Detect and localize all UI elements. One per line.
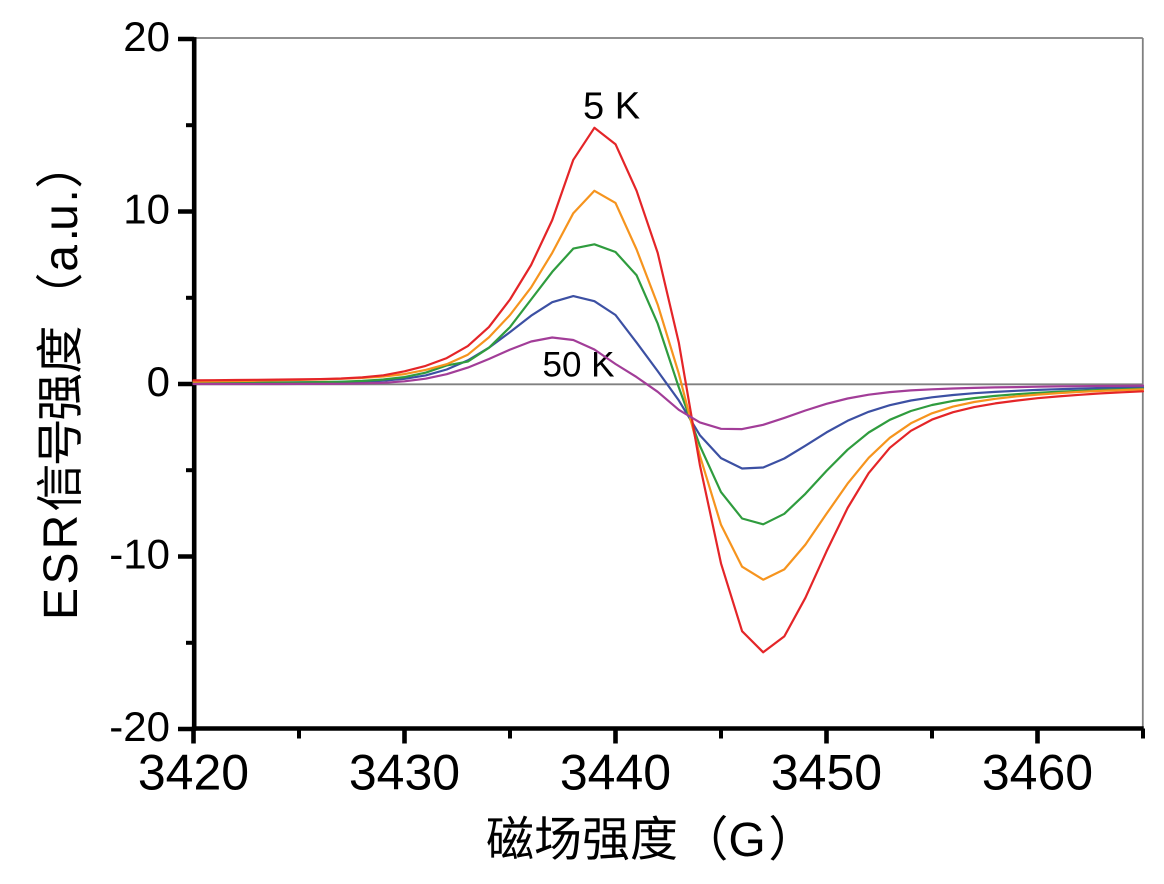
svg-text:G: G xyxy=(728,814,765,867)
svg-text:10: 10 xyxy=(123,186,170,233)
svg-text:3420: 3420 xyxy=(138,744,249,800)
svg-text:50 K: 50 K xyxy=(543,345,615,384)
svg-text:3460: 3460 xyxy=(982,744,1093,800)
svg-text:20: 20 xyxy=(123,13,170,60)
svg-text:-20: -20 xyxy=(109,703,170,750)
svg-text:-10: -10 xyxy=(109,531,170,578)
svg-text:S: S xyxy=(35,552,88,584)
svg-text:3450: 3450 xyxy=(771,744,882,800)
svg-text:5 K: 5 K xyxy=(583,86,640,128)
svg-text:.: . xyxy=(35,189,88,202)
svg-text:a: a xyxy=(35,245,88,272)
svg-text:R: R xyxy=(35,515,88,550)
svg-text:.: . xyxy=(35,228,88,241)
svg-text:E: E xyxy=(35,588,88,620)
svg-text:3430: 3430 xyxy=(349,744,460,800)
svg-text:0: 0 xyxy=(147,358,170,405)
svg-text:u: u xyxy=(35,204,88,231)
svg-text:3440: 3440 xyxy=(560,744,671,800)
